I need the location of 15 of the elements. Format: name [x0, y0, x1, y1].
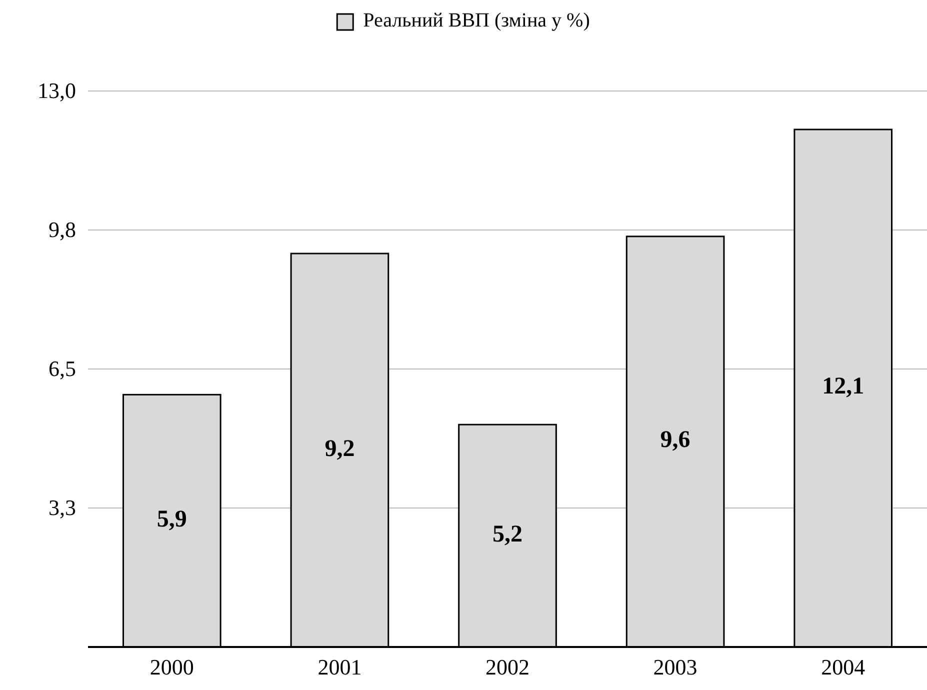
x-tick-label: 2001 [318, 654, 362, 680]
y-tick-label: 9,8 [48, 217, 76, 242]
data-label: 12,1 [822, 374, 864, 400]
x-tick-label: 2003 [653, 654, 698, 680]
y-tick-label: 3,3 [48, 495, 76, 520]
x-tick-label: 2002 [486, 654, 530, 680]
data-label: 5,2 [492, 521, 522, 548]
data-label: 5,9 [156, 506, 187, 532]
x-tick-label: 2000 [150, 654, 194, 680]
data-label: 9,6 [660, 427, 690, 454]
y-tick-label: 6,5 [48, 356, 76, 382]
data-label: 9,2 [324, 436, 355, 462]
y-tick-label: 13,0 [38, 78, 76, 104]
x-tick-label: 2004 [821, 654, 866, 680]
legend-label: Реальний ВВП (зміна у %) [363, 10, 590, 32]
